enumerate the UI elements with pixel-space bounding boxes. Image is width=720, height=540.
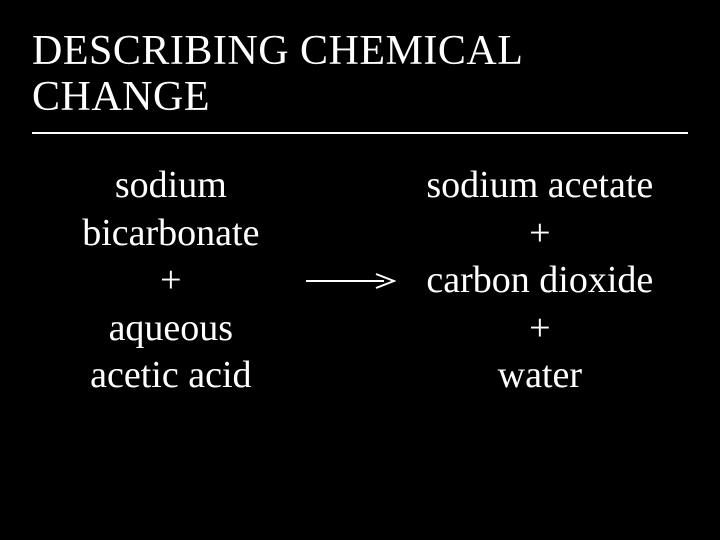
plus-sign: + — [40, 257, 302, 305]
plus-sign: + — [400, 305, 680, 353]
reaction-arrow-icon — [306, 271, 396, 291]
title-divider — [32, 132, 688, 134]
slide-title: DESCRIBING CHEMICAL CHANGE — [32, 28, 688, 120]
product-line: carbon dioxide — [400, 257, 680, 305]
plus-sign: + — [400, 210, 680, 258]
reactant-line: bicarbonate — [40, 210, 302, 258]
products-column: sodium acetate + carbon dioxide + water — [400, 162, 680, 400]
product-line: sodium acetate — [400, 162, 680, 210]
reactant-line: sodium — [40, 162, 302, 210]
reactant-line: aqueous — [40, 305, 302, 353]
reactant-line: acetic acid — [40, 352, 302, 400]
product-line: water — [400, 352, 680, 400]
reactants-column: sodium bicarbonate + aqueous acetic acid — [40, 162, 302, 400]
reaction-diagram: sodium bicarbonate + aqueous acetic acid… — [32, 162, 688, 400]
